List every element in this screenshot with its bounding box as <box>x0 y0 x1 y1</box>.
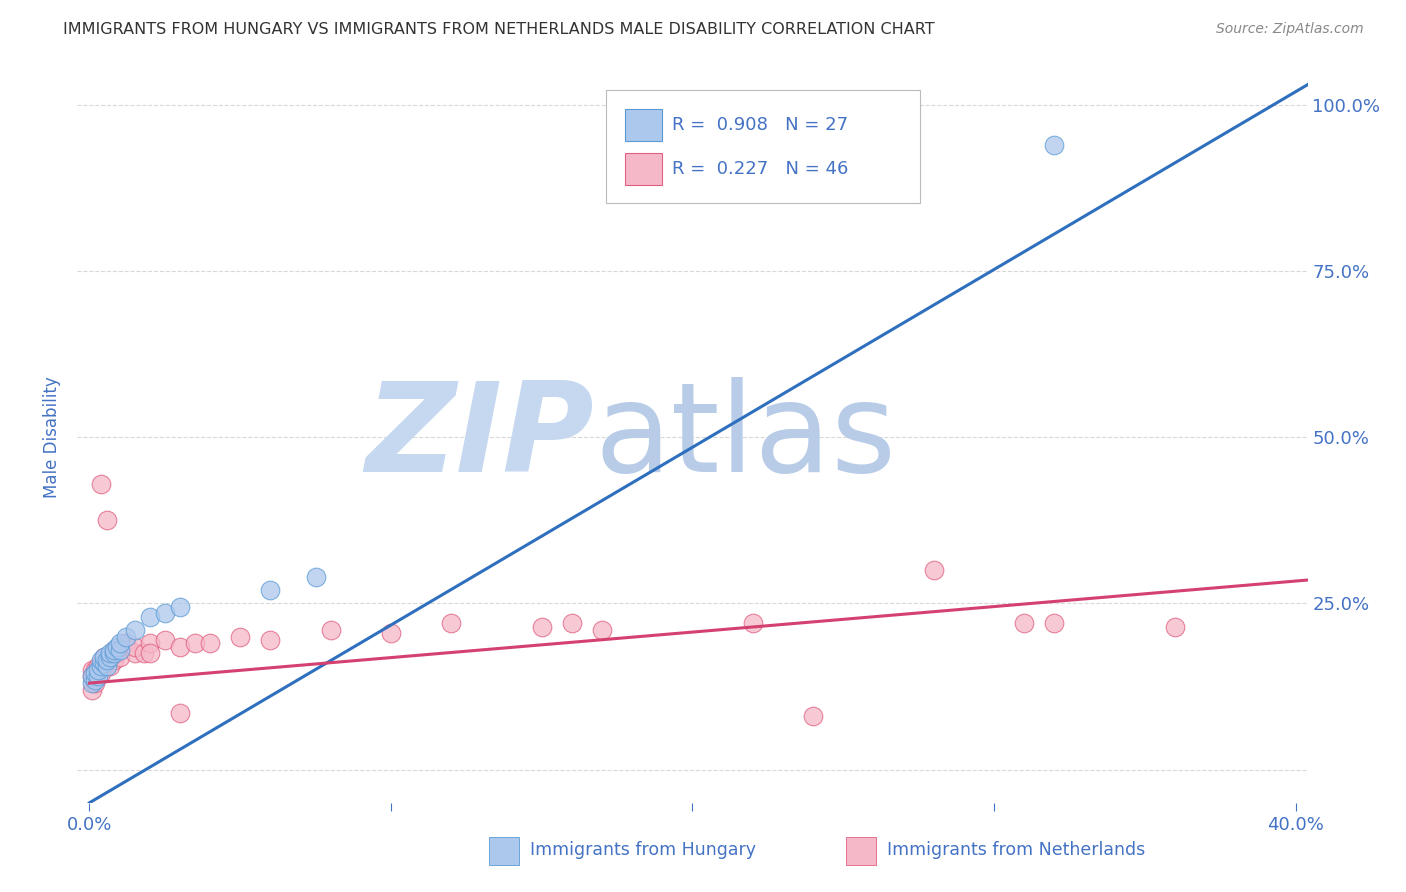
FancyBboxPatch shape <box>606 90 920 203</box>
Point <box>96 659 118 673</box>
Point <box>103 646 125 660</box>
Point <box>801 709 824 723</box>
Point <box>124 623 146 637</box>
Point <box>84 673 107 687</box>
Point <box>90 656 112 670</box>
Point <box>169 640 191 654</box>
Point <box>591 623 613 637</box>
Point <box>84 663 107 677</box>
Point <box>93 656 115 670</box>
Point <box>82 669 104 683</box>
Point <box>100 646 122 660</box>
Point <box>103 643 125 657</box>
Point <box>561 616 583 631</box>
Point <box>138 609 160 624</box>
FancyBboxPatch shape <box>846 838 876 865</box>
Point <box>153 632 176 647</box>
Point <box>108 636 131 650</box>
Point <box>93 659 115 673</box>
Point <box>87 659 110 673</box>
Point <box>1012 616 1035 631</box>
Point <box>741 616 763 631</box>
Point <box>380 626 402 640</box>
Point <box>132 646 155 660</box>
Point <box>114 630 136 644</box>
Point <box>87 669 110 683</box>
Point <box>922 563 945 577</box>
Text: Immigrants from Hungary: Immigrants from Hungary <box>530 841 756 859</box>
Point <box>319 623 342 637</box>
Text: atlas: atlas <box>595 376 896 498</box>
Point <box>82 663 104 677</box>
Point <box>93 649 115 664</box>
Point <box>1043 616 1066 631</box>
Point <box>124 646 146 660</box>
Point <box>259 582 281 597</box>
Point <box>84 676 107 690</box>
Point <box>169 706 191 720</box>
Point <box>138 646 160 660</box>
Point <box>105 640 128 654</box>
Point <box>87 669 110 683</box>
Point <box>530 619 553 633</box>
Point <box>259 632 281 647</box>
Text: Source: ZipAtlas.com: Source: ZipAtlas.com <box>1216 22 1364 37</box>
Point <box>184 636 207 650</box>
Point <box>90 653 112 667</box>
Point <box>1164 619 1187 633</box>
Text: Immigrants from Netherlands: Immigrants from Netherlands <box>887 841 1144 859</box>
Point <box>82 682 104 697</box>
Point <box>108 640 131 654</box>
Text: ZIP: ZIP <box>366 376 595 498</box>
Point <box>100 659 122 673</box>
Point <box>440 616 463 631</box>
Point <box>153 607 176 621</box>
FancyBboxPatch shape <box>624 109 662 141</box>
Point <box>304 570 326 584</box>
Point <box>169 599 191 614</box>
Point <box>103 653 125 667</box>
Point <box>100 649 122 664</box>
Point <box>114 636 136 650</box>
Point <box>96 653 118 667</box>
Point <box>105 646 128 660</box>
Point <box>96 656 118 670</box>
Point <box>108 643 131 657</box>
Point <box>84 666 107 681</box>
Point <box>90 659 112 673</box>
Text: R =  0.227   N = 46: R = 0.227 N = 46 <box>672 160 848 178</box>
Point <box>96 513 118 527</box>
Point <box>108 649 131 664</box>
Text: R =  0.908   N = 27: R = 0.908 N = 27 <box>672 116 848 134</box>
Point <box>124 640 146 654</box>
Point <box>90 666 112 681</box>
Y-axis label: Male Disability: Male Disability <box>44 376 62 498</box>
Point <box>103 643 125 657</box>
Text: IMMIGRANTS FROM HUNGARY VS IMMIGRANTS FROM NETHERLANDS MALE DISABILITY CORRELATI: IMMIGRANTS FROM HUNGARY VS IMMIGRANTS FR… <box>63 22 935 37</box>
Point <box>87 663 110 677</box>
Point <box>90 476 112 491</box>
Point <box>82 676 104 690</box>
Point <box>138 636 160 650</box>
Point <box>229 630 252 644</box>
FancyBboxPatch shape <box>489 838 519 865</box>
Point <box>93 649 115 664</box>
Point <box>82 669 104 683</box>
Point <box>198 636 221 650</box>
FancyBboxPatch shape <box>624 153 662 185</box>
Point <box>1043 137 1066 152</box>
Point <box>100 649 122 664</box>
